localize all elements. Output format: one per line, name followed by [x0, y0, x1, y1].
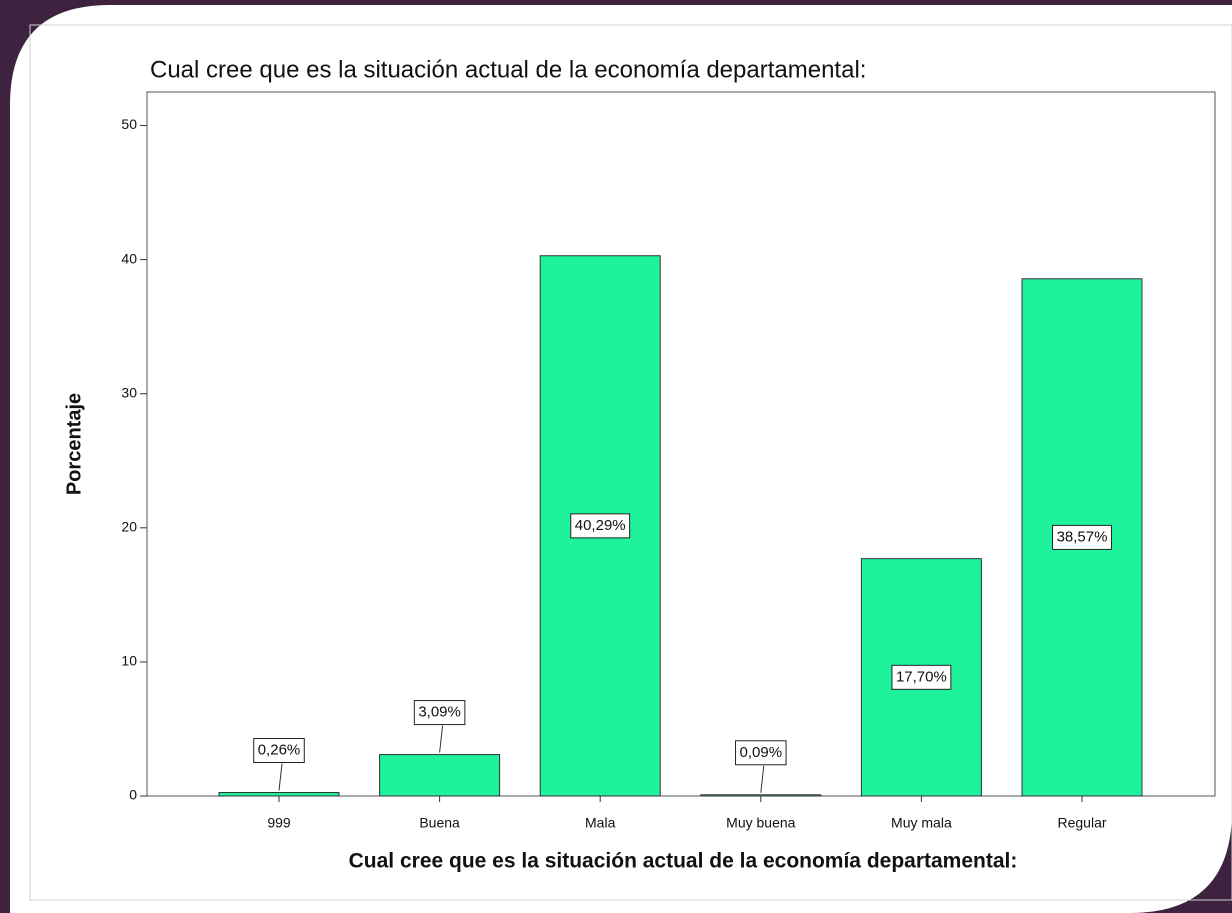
x-axis-label: Cual cree que es la situación actual de …: [349, 850, 1018, 873]
y-tick-label: 20: [121, 519, 137, 535]
value-label-box: [1052, 524, 1112, 550]
leader-line: [760, 765, 765, 793]
value-label-box: [253, 738, 305, 764]
x-tick-label: Muy buena: [726, 815, 795, 831]
value-label-box: [735, 740, 787, 766]
plot-area: [146, 91, 1216, 797]
value-label: 0,26%: [258, 741, 301, 758]
chart-title: Cual cree que es la situación actual de …: [150, 56, 866, 83]
leader-line: [439, 725, 444, 753]
x-tick-label: Muy mala: [891, 815, 952, 831]
value-label: 17,70%: [896, 668, 947, 685]
x-tick-label: Mala: [585, 815, 616, 831]
bar: [379, 754, 501, 797]
x-tick-label: Buena: [419, 815, 460, 831]
chart-border: [29, 24, 1232, 901]
value-label: 40,29%: [575, 517, 626, 534]
value-label-box: [570, 513, 631, 539]
y-tick-label: 50: [121, 116, 137, 132]
y-tick-label: 30: [121, 384, 137, 400]
bar: [860, 558, 982, 797]
value-label: 3,09%: [418, 704, 461, 721]
y-tick-label: 40: [121, 250, 137, 266]
value-label: 0,09%: [740, 744, 783, 761]
y-tick-label: 10: [121, 653, 137, 669]
value-label-box: [891, 664, 952, 690]
x-tick-label: 999: [267, 815, 291, 831]
x-tick-label: Regular: [1057, 815, 1106, 831]
value-label: 38,57%: [1057, 528, 1108, 545]
y-axis-label: Porcentaje: [63, 393, 85, 495]
y-tick-label: 0: [129, 787, 137, 803]
bar: [700, 794, 822, 797]
value-label-box: [413, 700, 466, 726]
leader-line: [278, 763, 283, 791]
bar: [218, 792, 340, 797]
